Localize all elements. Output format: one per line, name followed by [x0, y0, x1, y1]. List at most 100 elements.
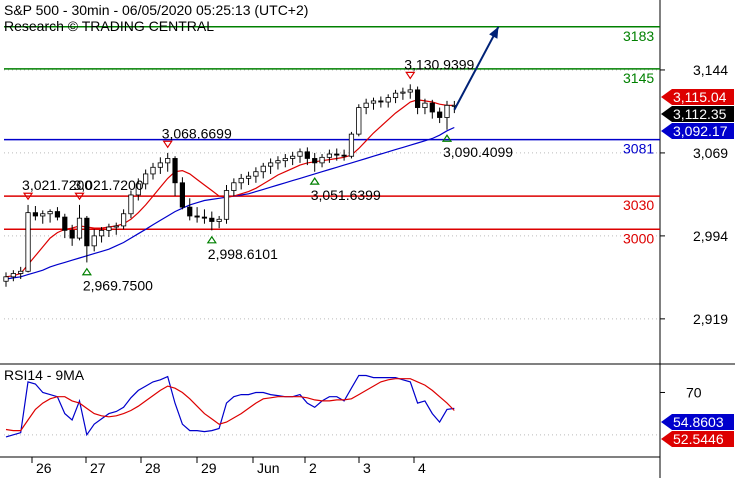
pivot-high-marker: [162, 140, 173, 149]
candle-body: [98, 229, 105, 237]
candle-body: [10, 273, 16, 278]
candle-body: [245, 175, 252, 179]
price-tag-label: 3,092.17: [673, 123, 728, 139]
candle-body: [348, 133, 355, 157]
candle-body: [437, 111, 443, 118]
candle-body: [223, 190, 230, 220]
x-tick-label: 3: [363, 460, 371, 476]
candle-body: [312, 158, 318, 164]
x-tick-label: 28: [145, 460, 161, 476]
candle-body: [209, 217, 215, 222]
candle-body: [363, 102, 369, 108]
projection-arrow-shaft: [453, 26, 500, 111]
rsi-value-tag-bg: [661, 431, 734, 447]
candle-body: [304, 151, 310, 159]
level-label-3030: 3030: [623, 197, 654, 213]
candle-body: [47, 211, 53, 215]
pivot-high-marker: [405, 71, 416, 80]
candle-body: [275, 160, 281, 164]
candle-body: [172, 158, 178, 184]
candle-body: [150, 166, 156, 175]
candle-body: [444, 104, 450, 118]
candle-body: [231, 182, 237, 191]
pivot-low-marker: [309, 177, 320, 185]
x-tick-label: 4: [418, 460, 426, 476]
pivot-high-label: 3,130.9399: [404, 56, 474, 72]
candle-body: [326, 153, 333, 158]
candle-body: [40, 213, 46, 217]
candle-body: [143, 173, 149, 185]
rsi-title: RSI14 - 9MA: [4, 367, 85, 383]
pivot-low-label: 2,969.7500: [83, 278, 153, 294]
candle-body: [392, 92, 399, 99]
candle-body: [18, 270, 24, 274]
x-tick-label: 27: [90, 460, 106, 476]
pivot-high-label: 3,068.6699: [162, 125, 232, 141]
candle-body: [106, 226, 112, 231]
level-label-3000: 3000: [623, 230, 654, 246]
candle-body: [334, 153, 340, 156]
candle-body: [297, 151, 303, 157]
projection-arrow-head: [489, 26, 499, 39]
pivot-high-label: 3,021.7200: [22, 177, 92, 193]
price-tag-bg: [661, 123, 734, 139]
candle-body: [429, 102, 435, 113]
y-tick-label: 3,069: [693, 145, 728, 161]
candle-body: [253, 171, 259, 177]
level-label-3081: 3081: [623, 141, 654, 157]
candle-body: [62, 216, 68, 231]
candle-body: [319, 156, 325, 164]
candle-body: [165, 158, 171, 164]
candle-body: [201, 216, 208, 219]
chart-source: Research © TRADING CENTRAL: [4, 18, 214, 34]
pivot-low-marker: [441, 134, 453, 142]
rsi-ma-line: [5, 378, 455, 432]
chart-title: S&P 500 - 30min - 06/05/2020 05:25:13 (U…: [4, 2, 309, 18]
rsi-value-tag-label: 54.8603: [673, 414, 724, 430]
price-tag-label: 3,115.04: [673, 89, 727, 105]
candle-body: [121, 213, 127, 227]
candle-body: [54, 211, 61, 218]
candle-body: [135, 183, 141, 196]
candle-body: [179, 182, 185, 208]
candle-body: [282, 158, 288, 162]
pivot-low-label: 3,051.6399: [311, 187, 381, 203]
y-tick-label: 3,144: [693, 62, 728, 78]
candle-body: [385, 97, 391, 103]
candle-body: [356, 107, 362, 135]
pivot-low-marker: [81, 267, 92, 276]
candle-body: [25, 212, 31, 272]
pivot-high-marker: [22, 192, 34, 201]
candle-body: [187, 206, 193, 217]
y-tick-label: 2,919: [693, 311, 728, 327]
level-label-3183: 3183: [623, 28, 654, 44]
candle-body: [407, 89, 413, 93]
level-label-3145: 3145: [623, 70, 654, 86]
candle-body: [194, 215, 200, 218]
candle-body: [238, 177, 244, 184]
pivot-low-label: 2,998.6101: [208, 246, 278, 262]
candle-body: [400, 91, 406, 94]
price-tag-bg: [661, 89, 734, 105]
rsi-value-tag-label: 52.5446: [673, 431, 724, 447]
pivot-low-label: 3,090.4099: [443, 144, 513, 160]
candle-body: [157, 162, 163, 168]
candle-body: [422, 102, 428, 108]
candle-body: [113, 225, 119, 228]
pivot-high-marker: [74, 192, 85, 201]
candle-body: [378, 100, 384, 103]
x-tick-label: 26: [36, 460, 52, 476]
y-tick-label: 2,994: [693, 228, 728, 244]
rsi-value-tag-bg: [661, 414, 734, 430]
candle-body: [216, 218, 222, 222]
rsi-tick-label: 70: [686, 384, 702, 400]
candle-body: [267, 162, 274, 167]
candle-body: [91, 235, 97, 247]
candle-body: [128, 194, 134, 215]
candle-body: [69, 229, 75, 239]
candle-body: [3, 276, 9, 282]
price-tag-bg: [661, 106, 734, 122]
candle-body: [260, 165, 266, 173]
pivot-low-marker: [206, 235, 217, 244]
